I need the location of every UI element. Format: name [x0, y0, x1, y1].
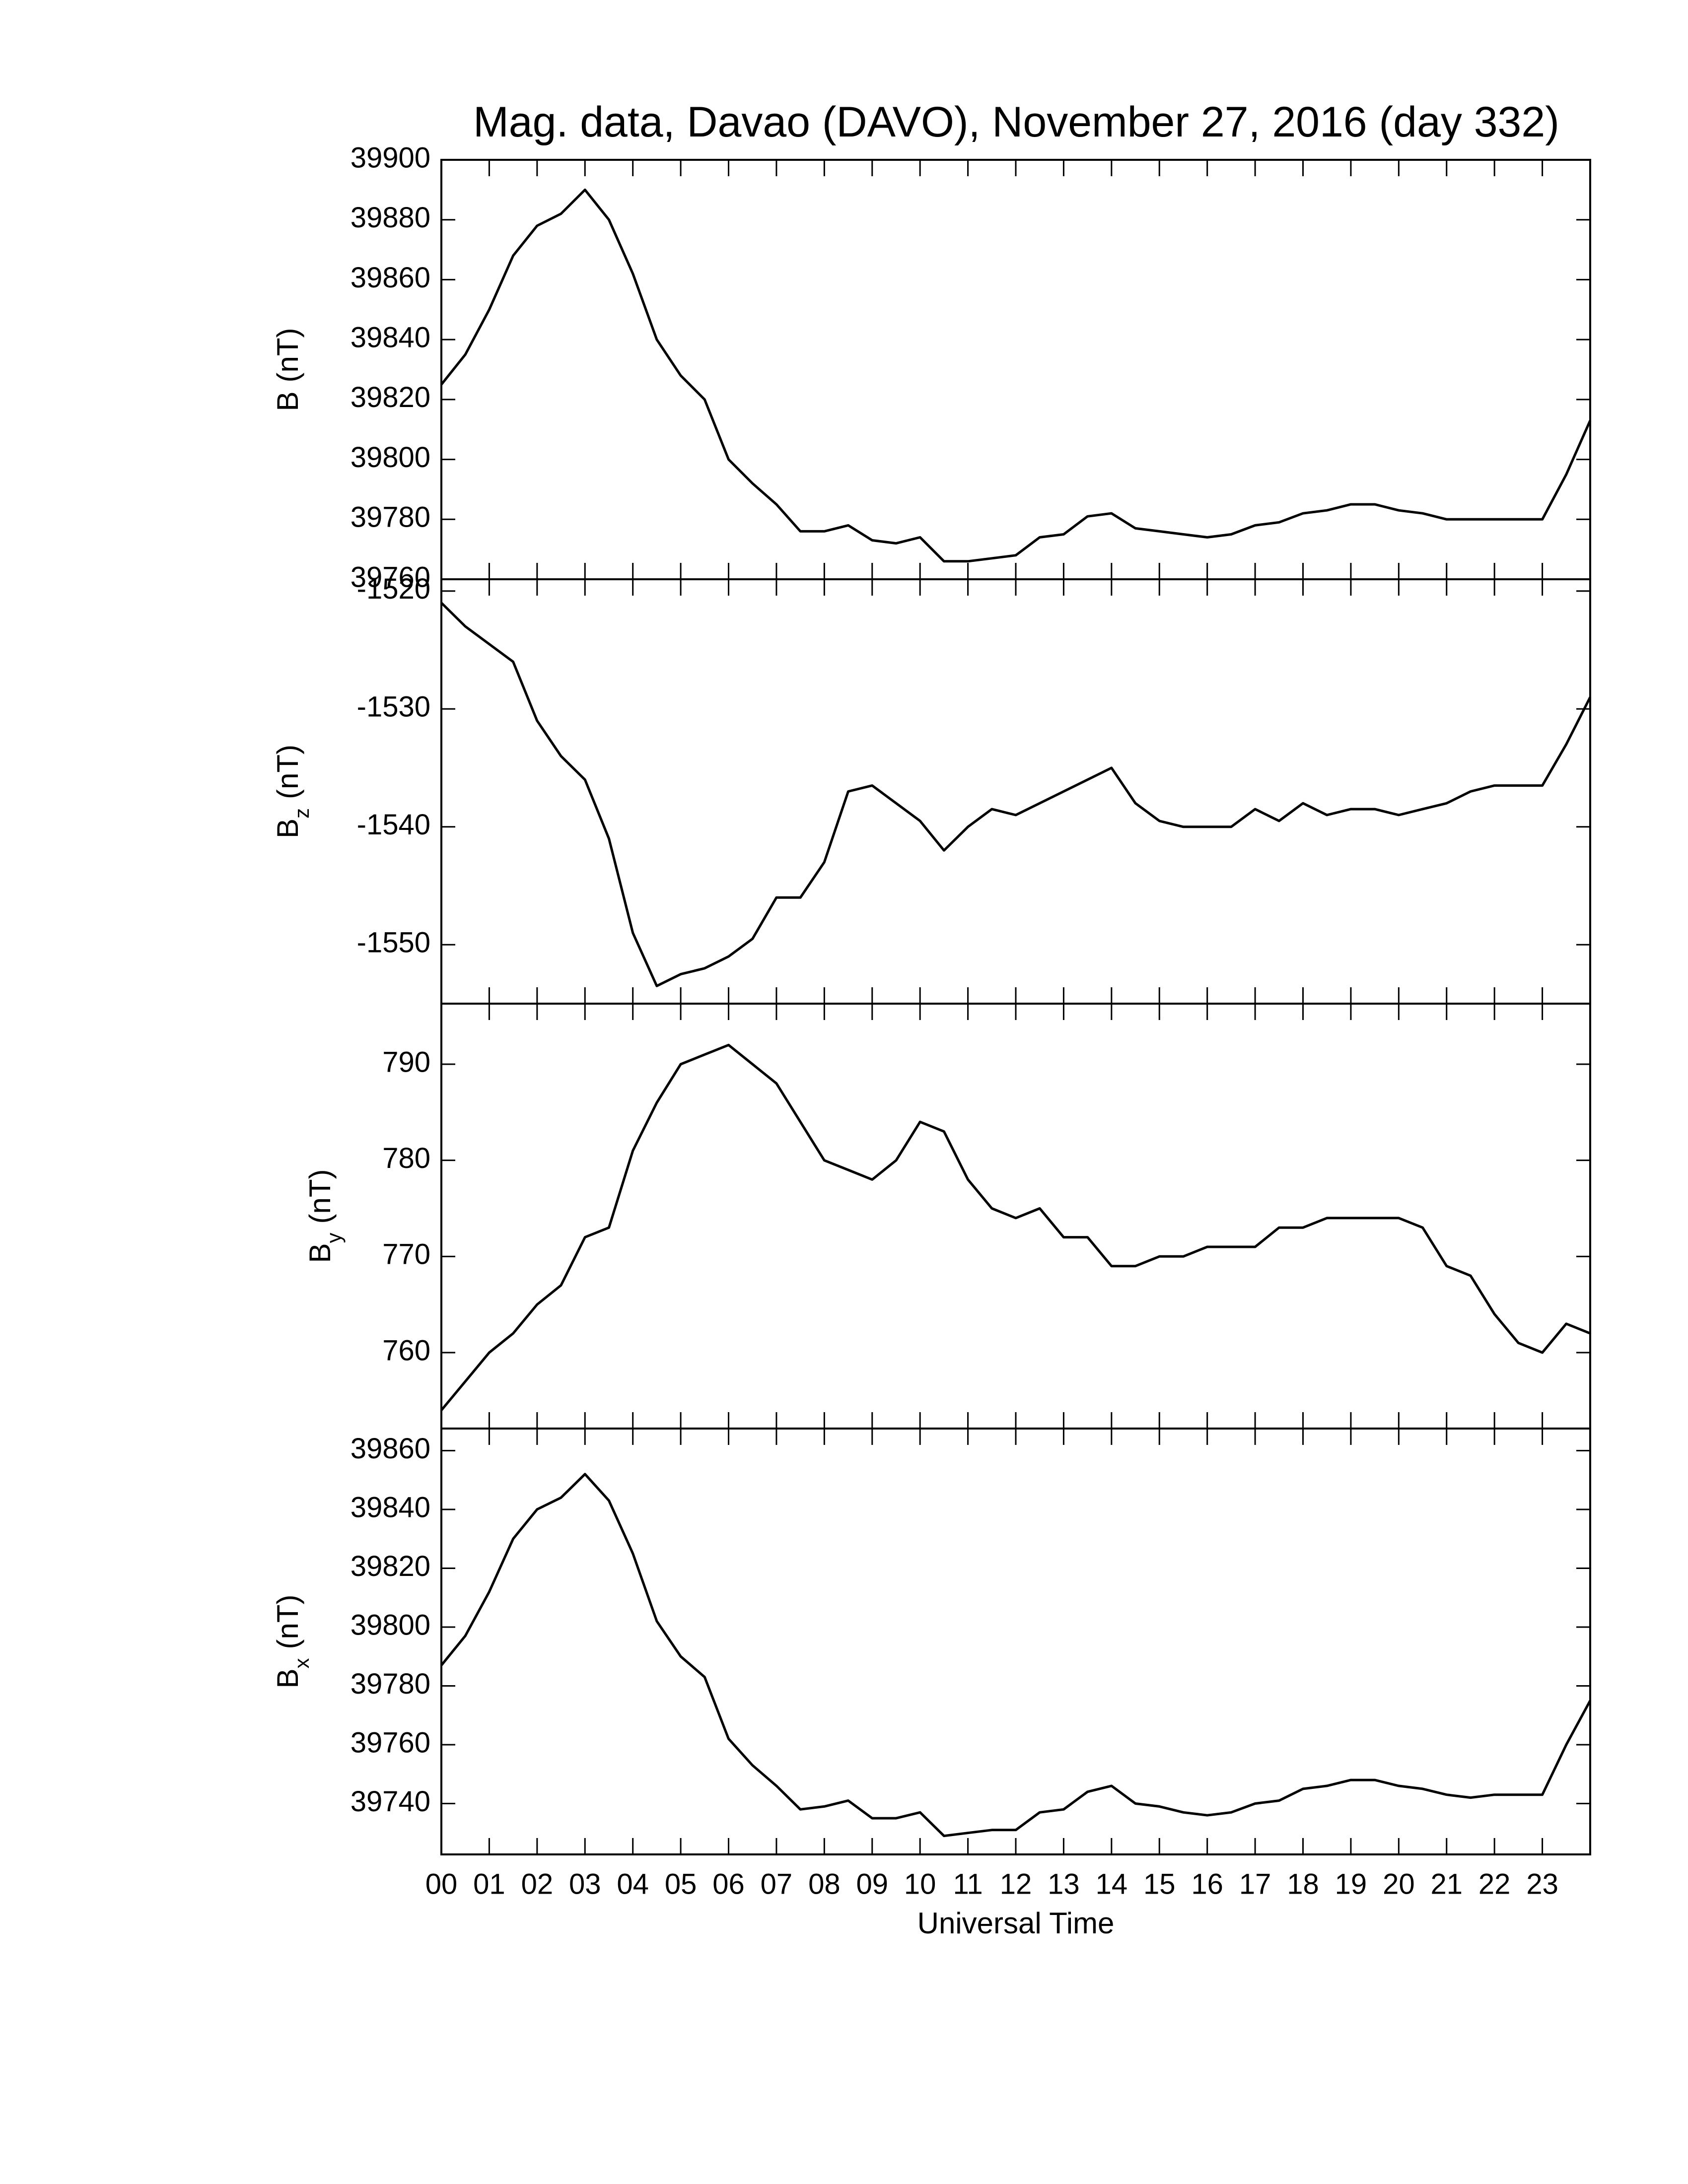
x-tick-label: 00 [425, 1868, 458, 1900]
y-tick-label: 39780 [351, 1668, 430, 1700]
x-tick-label: 21 [1430, 1868, 1463, 1900]
y-label-base: B [271, 819, 304, 838]
y-label-sub: x [290, 1658, 313, 1668]
y-tick-label: 39760 [351, 561, 430, 593]
x-tick-label: 17 [1239, 1868, 1271, 1900]
y-tick-label: -1530 [357, 691, 430, 723]
y-tick-label: 39860 [351, 262, 430, 294]
y-tick-label: 780 [382, 1142, 430, 1174]
plot-frame [440, 1428, 1591, 1855]
x-tick-label: 11 [953, 1868, 983, 1900]
x-tick-label: 16 [1191, 1868, 1223, 1900]
y-tick-label: 39780 [351, 501, 430, 534]
x-axis-label: Universal Time [917, 1907, 1115, 1940]
x-tick-label: 23 [1526, 1868, 1558, 1900]
chart-title: Mag. data, Davao (DAVO), November 27, 20… [473, 98, 1559, 146]
y-tick-label: -1550 [357, 927, 430, 959]
y-tick-label: 760 [382, 1334, 430, 1366]
x-tick-label: 14 [1096, 1868, 1128, 1900]
y-axis-label: By (nT) [303, 1169, 346, 1263]
x-tick-label: 07 [761, 1868, 793, 1900]
y-tick-label: 39840 [351, 321, 430, 353]
y-label-base: B [271, 1668, 304, 1688]
y-label-base: B [303, 1243, 337, 1263]
x-tick-label: 09 [856, 1868, 888, 1900]
y-tick-label: 39860 [351, 1433, 430, 1465]
x-tick-label: 22 [1478, 1868, 1511, 1900]
y-tick-label: 39840 [351, 1491, 430, 1523]
x-tick-label: 06 [712, 1868, 745, 1900]
x-tick-label: 05 [665, 1868, 697, 1900]
y-tick-label: 39900 [351, 141, 430, 174]
y-tick-label: 790 [382, 1046, 430, 1078]
x-tick-label: 20 [1383, 1868, 1415, 1900]
x-tick-label: 08 [808, 1868, 841, 1900]
x-tick-label: 15 [1143, 1868, 1176, 1900]
y-axis-label: Bx (nT) [271, 1594, 313, 1688]
y-tick-label: -1520 [357, 573, 430, 605]
y-label-unit: (nT) [303, 1169, 337, 1224]
y-label-unit: (nT) [271, 328, 304, 382]
y-tick-label: 39880 [351, 202, 430, 234]
y-tick-label: 39800 [351, 1609, 430, 1641]
x-tick-label: 12 [1000, 1868, 1032, 1900]
y-label-base: B [271, 391, 304, 411]
x-tick-label: 19 [1335, 1868, 1367, 1900]
data-line [440, 1473, 1592, 1838]
y-label-sub: y [322, 1232, 346, 1243]
data-line [440, 188, 1592, 563]
x-tick-label: 01 [473, 1868, 505, 1900]
y-tick-label: 39740 [351, 1785, 430, 1818]
y-tick-label: 39820 [351, 381, 430, 413]
y-label-sub: z [290, 808, 313, 819]
x-tick-label: 13 [1048, 1868, 1080, 1900]
y-tick-label: 39820 [351, 1550, 430, 1582]
y-axis-label: B (nT) [271, 328, 304, 411]
y-tick-label: -1540 [357, 809, 430, 841]
y-tick-label: 770 [382, 1238, 430, 1271]
x-tick-label: 18 [1287, 1868, 1319, 1900]
x-tick-label: 04 [617, 1868, 649, 1900]
y-label-unit: (nT) [271, 745, 304, 799]
y-axis-label: Bz (nT) [271, 745, 313, 838]
data-line [440, 602, 1592, 987]
x-tick-label: 02 [521, 1868, 554, 1900]
y-label-unit: (nT) [271, 1594, 304, 1649]
y-tick-label: 39800 [351, 441, 430, 474]
x-tick-label: 10 [904, 1868, 936, 1900]
data-line [440, 1043, 1591, 1411]
x-tick-label: 03 [569, 1868, 601, 1900]
y-tick-label: 39760 [351, 1726, 430, 1759]
